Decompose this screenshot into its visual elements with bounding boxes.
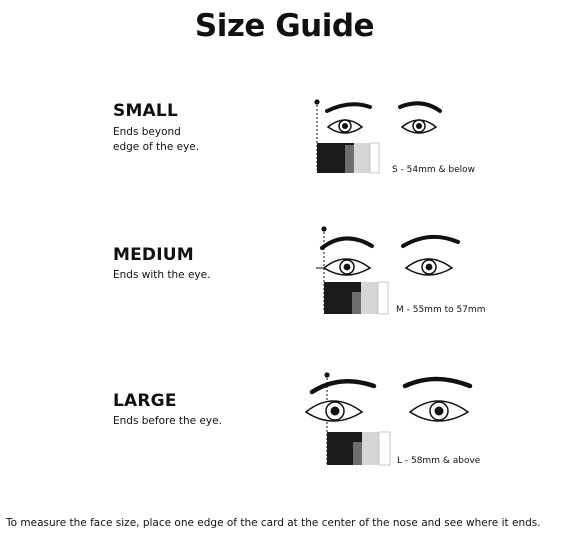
footer-instructions: To measure the face size, place one edge… <box>6 517 541 529</box>
eyes-card-illustration-large: L - 58mm & above <box>290 368 550 468</box>
size-description-large: Ends before the eye. <box>113 414 253 429</box>
description-line: Ends before the eye. <box>113 415 222 427</box>
size-description-medium: Ends with the eye. <box>113 268 253 283</box>
illustration-svg <box>316 226 460 315</box>
description-line: Ends with the eye. <box>113 269 211 281</box>
illustration-svg <box>304 372 473 466</box>
size-label-medium: MEDIUM <box>113 245 194 265</box>
page-title: Size Guide <box>194 8 375 44</box>
size-label-small: SMALL <box>113 101 178 121</box>
size-range-medium: M - 55mm to 57mm <box>396 305 486 315</box>
description-line: Ends beyond <box>113 126 181 138</box>
description-line: edge of the eye. <box>113 141 200 153</box>
size-range-small: S - 54mm & below <box>392 165 476 175</box>
eyes-card-illustration-medium: M - 55mm to 57mm <box>290 222 550 322</box>
size-label-large: LARGE <box>113 391 177 411</box>
size-description-small: Ends beyond edge of the eye. <box>113 125 253 155</box>
eyes-card-illustration-small: S - 54mm & below <box>290 95 550 195</box>
size-range-large: L - 58mm & above <box>397 456 481 466</box>
illustration-svg <box>314 99 442 174</box>
